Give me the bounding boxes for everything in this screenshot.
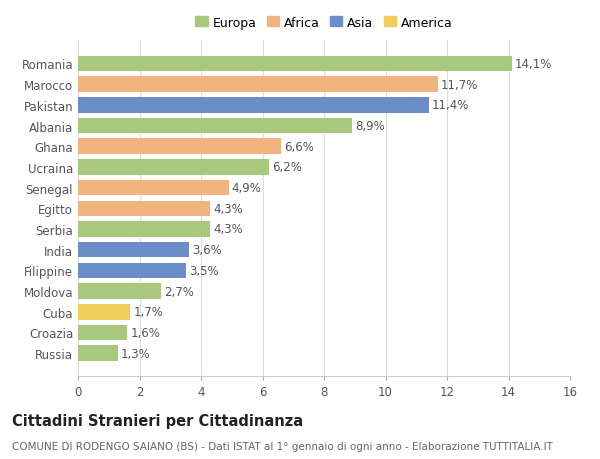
Text: 2,7%: 2,7% <box>164 285 194 298</box>
Text: 6,6%: 6,6% <box>284 140 314 153</box>
Text: 14,1%: 14,1% <box>515 58 552 71</box>
Text: 3,6%: 3,6% <box>192 244 221 257</box>
Text: 11,4%: 11,4% <box>431 99 469 112</box>
Text: 4,3%: 4,3% <box>214 223 243 236</box>
Text: 4,9%: 4,9% <box>232 182 262 195</box>
Legend: Europa, Africa, Asia, America: Europa, Africa, Asia, America <box>193 14 455 32</box>
Bar <box>78 325 127 341</box>
Text: 11,7%: 11,7% <box>441 78 478 91</box>
Text: 3,5%: 3,5% <box>188 264 218 277</box>
Text: 1,3%: 1,3% <box>121 347 151 360</box>
Bar <box>78 222 210 237</box>
Text: 4,3%: 4,3% <box>214 202 243 215</box>
Bar <box>78 242 188 258</box>
Bar <box>78 77 438 93</box>
Bar <box>78 139 281 155</box>
Bar <box>78 201 210 217</box>
Bar <box>78 346 118 361</box>
Bar <box>78 304 130 320</box>
Bar <box>78 98 428 113</box>
Bar <box>78 180 229 196</box>
Bar <box>78 263 185 279</box>
Bar <box>78 56 512 72</box>
Text: 1,7%: 1,7% <box>133 306 163 319</box>
Bar <box>78 160 269 175</box>
Text: 1,6%: 1,6% <box>130 326 160 339</box>
Text: COMUNE DI RODENGO SAIANO (BS) - Dati ISTAT al 1° gennaio di ogni anno - Elaboraz: COMUNE DI RODENGO SAIANO (BS) - Dati IST… <box>12 441 553 451</box>
Text: Cittadini Stranieri per Cittadinanza: Cittadini Stranieri per Cittadinanza <box>12 413 303 428</box>
Bar <box>78 118 352 134</box>
Bar <box>78 284 161 299</box>
Text: 8,9%: 8,9% <box>355 120 385 133</box>
Text: 6,2%: 6,2% <box>272 161 302 174</box>
